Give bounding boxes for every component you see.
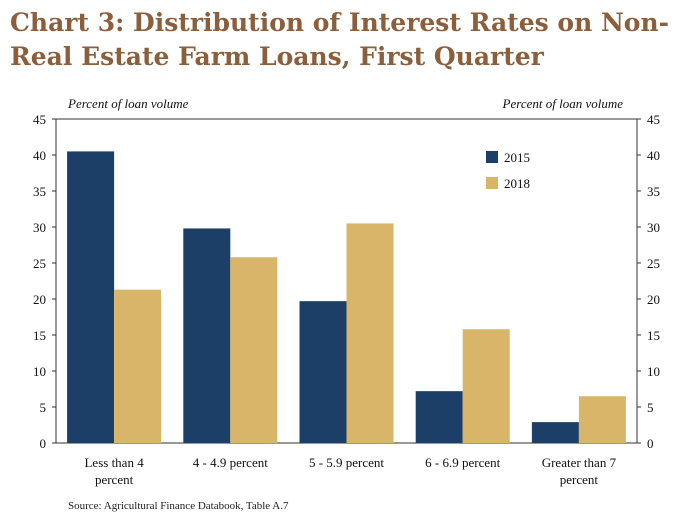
x-tick-label-0: percent [95, 472, 134, 487]
bar-2015-3 [415, 391, 463, 443]
y-tick-label-left: 15 [33, 328, 46, 343]
y-tick-label-left: 35 [33, 184, 46, 199]
bar-2018-4 [578, 396, 626, 443]
y-tick-label-left: 25 [33, 256, 46, 271]
y-tick-label-right: 40 [647, 148, 660, 163]
bar-2015-2 [299, 301, 347, 443]
y-axis-label-right: Percent of loan volume [502, 96, 624, 111]
x-tick-label-1: 4 - 4.9 percent [193, 455, 268, 470]
bar-2018-2 [346, 223, 394, 443]
y-tick-label-right: 5 [647, 400, 654, 415]
bar-2018-1 [230, 257, 278, 443]
y-tick-label-right: 0 [647, 436, 654, 451]
y-tick-label-right: 20 [647, 292, 660, 307]
y-tick-label-left: 10 [33, 364, 46, 379]
y-tick-label-left: 30 [33, 220, 46, 235]
legend-swatch-2015 [486, 151, 498, 163]
chart-title-line-1: Chart 3: Distribution of Interest Rates … [10, 8, 670, 37]
y-tick-label-left: 40 [33, 148, 46, 163]
y-tick-label-right: 15 [647, 328, 660, 343]
bar-2018-0 [114, 289, 162, 443]
chart-title-line-2: Real Estate Farm Loans, First Quarter [10, 42, 544, 71]
y-tick-label-right: 30 [647, 220, 660, 235]
legend-label-2018: 2018 [504, 176, 530, 191]
bar-2015-1 [183, 228, 231, 443]
y-axis-label-left: Percent of loan volume [67, 96, 189, 111]
x-tick-label-4: Greater than 7 [542, 455, 617, 470]
x-tick-label-4: percent [560, 472, 599, 487]
legend-label-2015: 2015 [504, 150, 530, 165]
chart-title: Chart 3: Distribution of Interest Rates … [10, 6, 686, 74]
legend-swatch-2018 [486, 177, 498, 189]
bar-2015-0 [67, 151, 115, 443]
x-tick-label-2: 5 - 5.9 percent [309, 455, 384, 470]
bar-2018-3 [462, 329, 510, 443]
x-tick-label-0: Less than 4 [84, 455, 144, 470]
y-tick-label-left: 20 [33, 292, 46, 307]
bar-2015-4 [531, 422, 579, 443]
source-note: Source: Agricultural Finance Databook, T… [68, 500, 289, 512]
y-tick-label-left: 5 [40, 400, 47, 415]
y-tick-label-right: 35 [647, 184, 660, 199]
y-tick-label-right: 25 [647, 256, 660, 271]
y-tick-label-right: 45 [647, 112, 660, 127]
y-tick-label-left: 0 [40, 436, 47, 451]
y-tick-label-right: 10 [647, 364, 660, 379]
y-tick-label-left: 45 [33, 112, 46, 127]
x-tick-label-3: 6 - 6.9 percent [425, 455, 500, 470]
